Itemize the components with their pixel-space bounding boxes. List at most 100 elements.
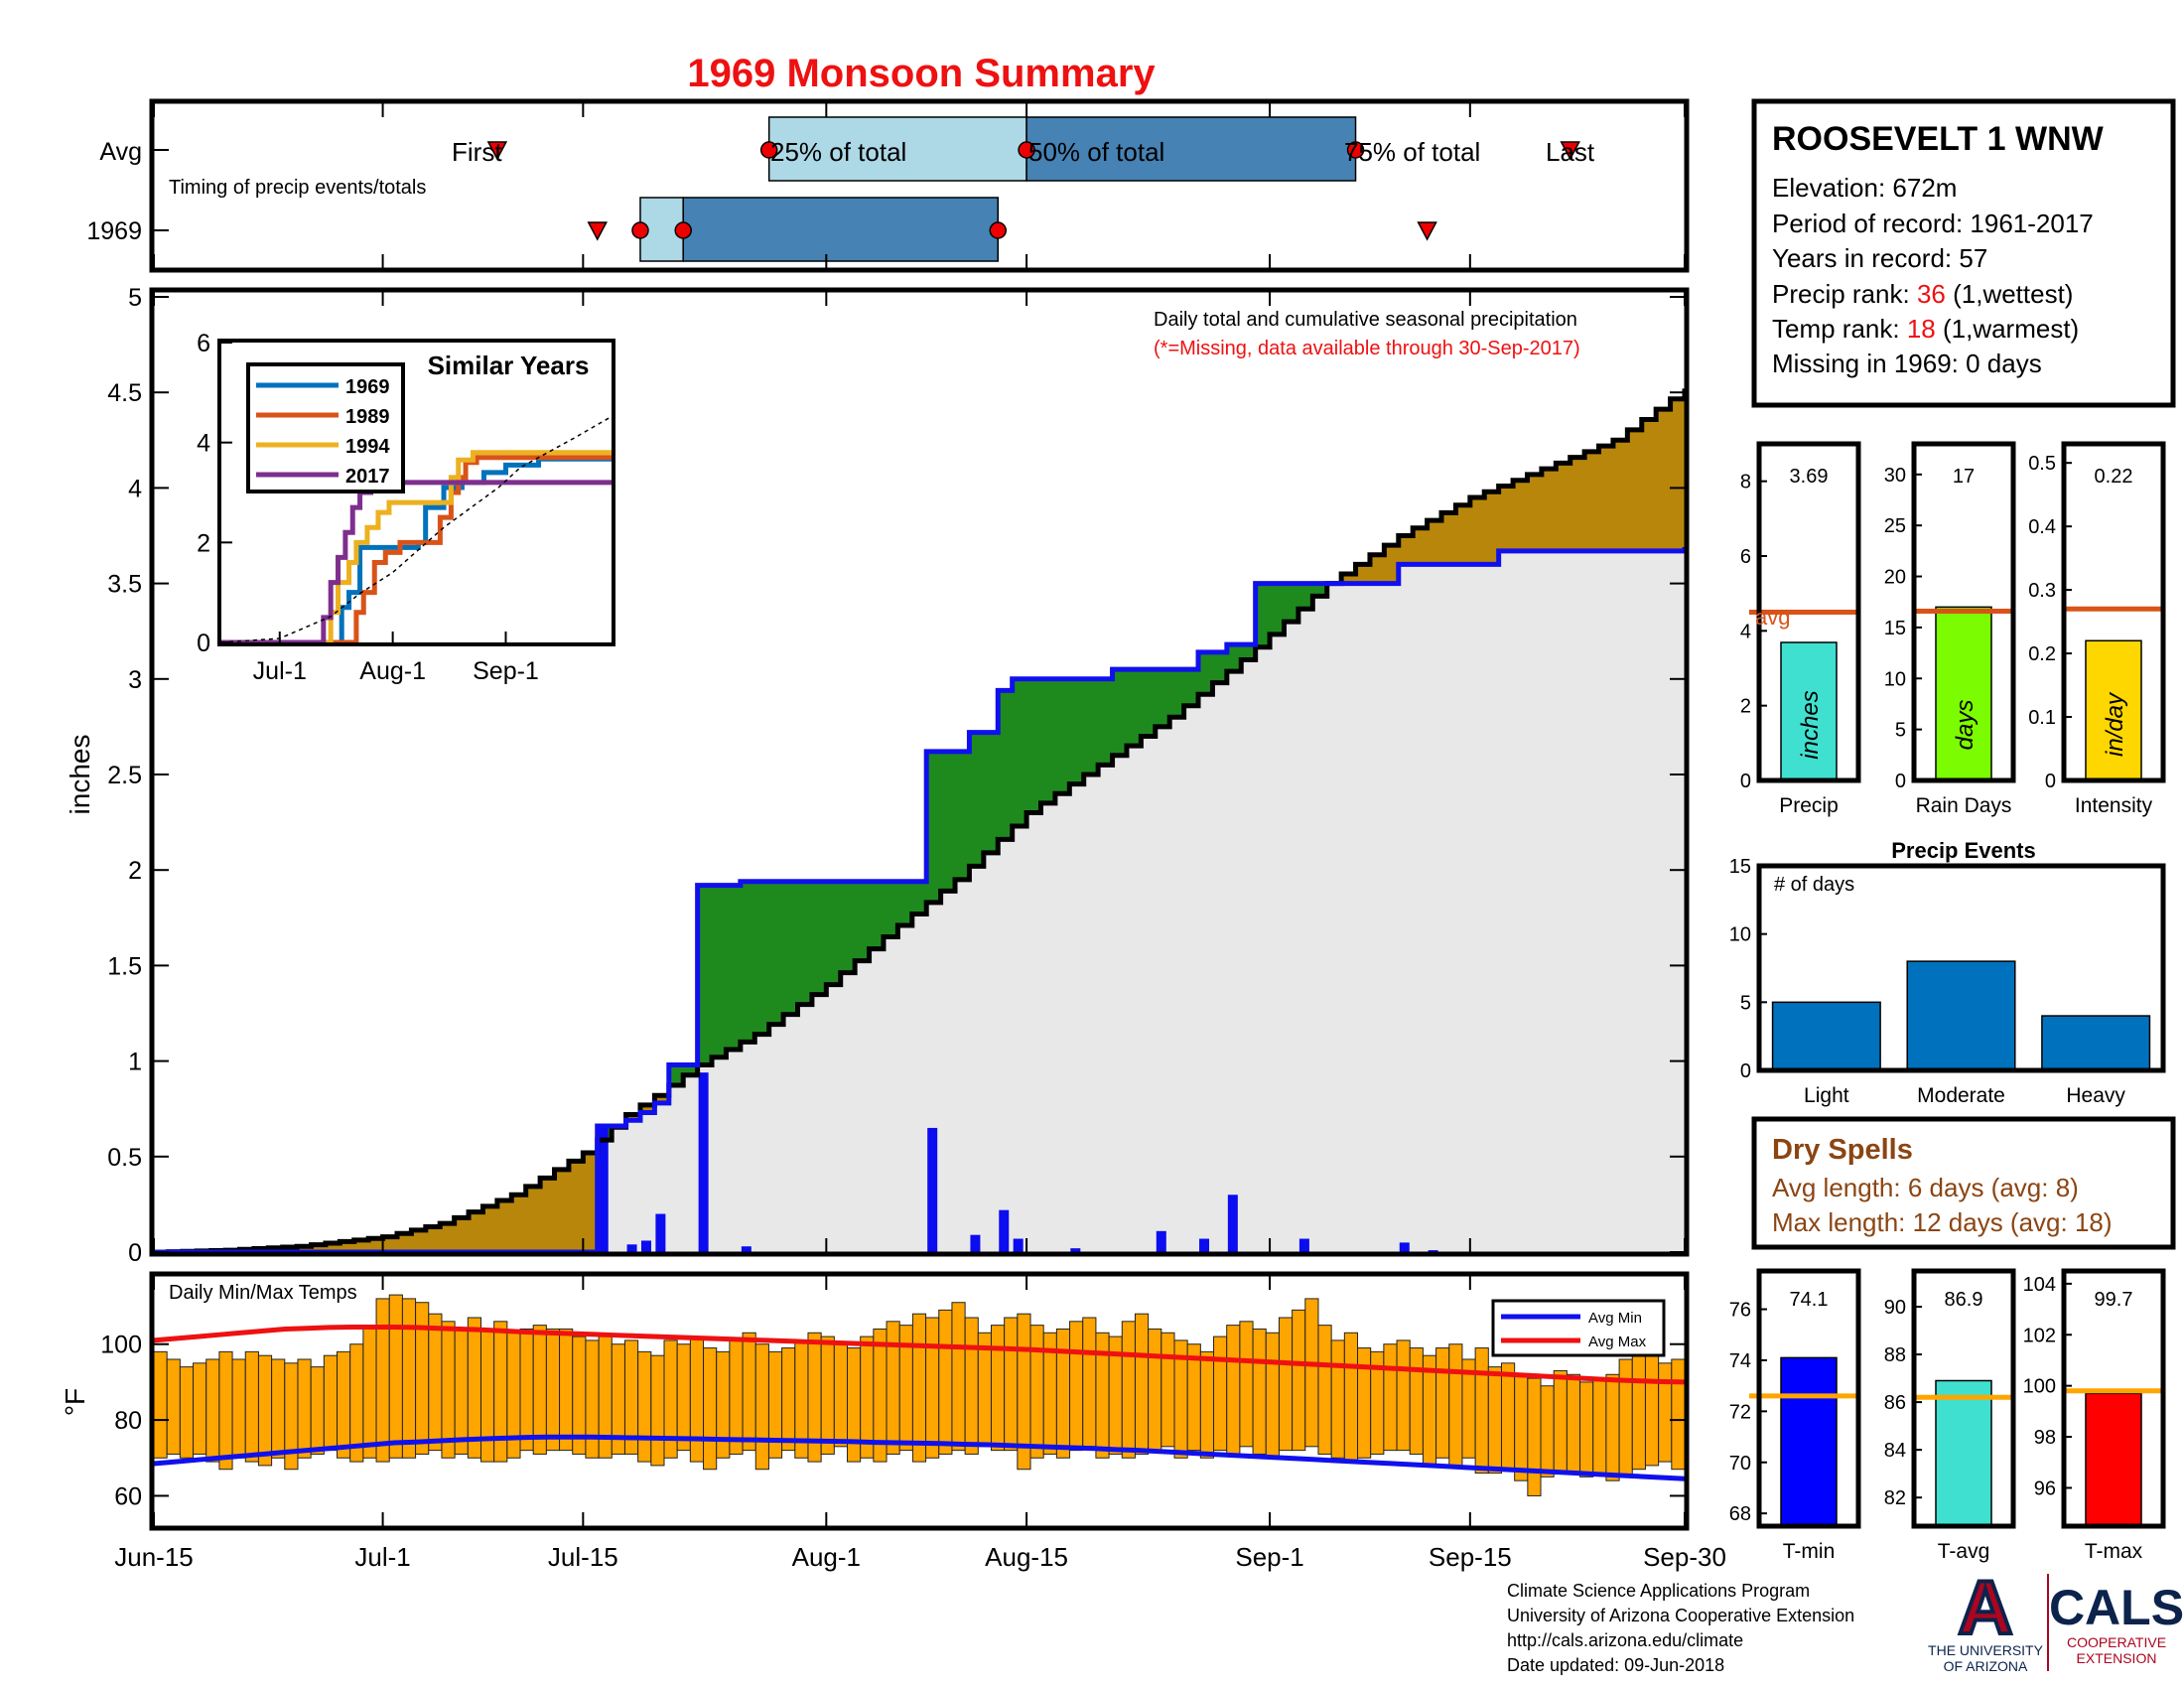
timing-caption: Timing of precip events/totals	[169, 177, 426, 199]
footer-line3: http://cals.arizona.edu/climate	[1507, 1630, 1743, 1650]
daily-temp-bar	[375, 1298, 390, 1463]
inset-average-line	[220, 415, 613, 643]
mini_raindays-tick-label: 30	[1884, 465, 1906, 487]
missing-note: (*=Missing, data available through 30-Se…	[1154, 338, 1580, 359]
temperature-panel: 60 80 100 Jun-15 Jul-1 Jul-15 Aug-1 Aug-15 Sep-1…	[60, 1271, 1726, 1572]
mini_tmax-bar	[2085, 1392, 2142, 1527]
precip-y-tick-label: 2	[128, 857, 142, 885]
ua-logo-letter: A	[1959, 1566, 2013, 1650]
mini-tavg-xlabel: T-avg	[1938, 1540, 1990, 1563]
timing-avg-box-late	[1025, 116, 1357, 182]
inset-y-tick-label: 6	[197, 330, 210, 357]
mini_tavg-tick-label: 90	[1884, 1297, 1906, 1319]
daily-temp-bar	[1055, 1328, 1071, 1459]
cals-logo-text2: EXTENSION	[2077, 1650, 2157, 1666]
daily-temp-bar	[1082, 1317, 1097, 1448]
mini-intensity-xlabel: Intensity	[2075, 794, 2153, 817]
dry-spells-title: Dry Spells	[1772, 1134, 1913, 1166]
station-elevation: Elevation: 672m	[1772, 173, 1957, 203]
timing-1969-p75-marker	[989, 221, 1008, 239]
mini_intensity-tick-label: 0	[2045, 771, 2056, 792]
timing-avg-p25-marker	[759, 141, 778, 159]
daily-temp-bar	[1330, 1339, 1345, 1459]
mini_raindays-tick-label: 15	[1884, 618, 1906, 639]
dry-spells-box: Dry Spells Avg length: 6 days (avg: 8) M…	[1751, 1116, 2176, 1250]
daily-precip-bar	[999, 1209, 1010, 1252]
daily-temp-bar	[754, 1343, 769, 1471]
mini_raindays-tick-label: 25	[1884, 515, 1906, 537]
daily-temp-bar	[1160, 1332, 1175, 1448]
daily-temp-bar	[1199, 1350, 1215, 1459]
daily-temp-bar	[676, 1343, 691, 1452]
mini-tavg-value: 86.9	[1945, 1289, 1983, 1311]
mini_tmax-tick-label: 98	[2034, 1427, 2056, 1449]
mini_tavg-frame	[1911, 1268, 2016, 1529]
inset-line-1994	[221, 450, 614, 645]
mini_tmin-frame	[1756, 1268, 1861, 1529]
events-tick-label: 10	[1729, 924, 1751, 946]
temp-label: Daily Min/Max Temps	[169, 1282, 357, 1304]
precip-y-tick-label: 0	[128, 1239, 142, 1267]
temp-legend-label-max: Avg Max	[1588, 1334, 1647, 1350]
mini_tmin-tick-label: 72	[1729, 1401, 1751, 1423]
events-xlabel-light: Light	[1804, 1084, 1849, 1107]
timing-p75-label: 75% of total	[1344, 137, 1480, 167]
daily-temp-bar	[297, 1358, 312, 1459]
precip-annotation: Daily total and cumulative seasonal prec…	[1154, 309, 1577, 331]
daily-precip-bars	[598, 1072, 1438, 1252]
daily-temp-bar	[337, 1350, 351, 1459]
station-missing: Missing in 1969: 0 days	[1772, 349, 2042, 378]
daily-temp-bar	[1252, 1328, 1267, 1455]
daily-temp-bar	[781, 1347, 796, 1452]
mini_tavg-tick-label: 86	[1884, 1392, 1906, 1414]
timing-p25-label: 25% of total	[770, 137, 906, 167]
daily-temp-bar	[388, 1294, 403, 1459]
precip-frame	[149, 287, 1690, 1257]
daily-temp-bar	[519, 1328, 534, 1452]
mini_raindays-tick-label: 20	[1884, 567, 1906, 589]
chart-title: 1969 Monsoon Summary	[687, 52, 1156, 95]
x-axis-date-label: Jun-15	[114, 1542, 194, 1572]
station-period: Period of record: 1961-2017	[1772, 209, 2094, 238]
temp-y-tick-label: 100	[100, 1332, 142, 1359]
mini_precip-bar	[1780, 641, 1838, 781]
daily-temp-bar	[362, 1328, 377, 1459]
events-tick-label: 5	[1740, 992, 1751, 1014]
mini_tmin-tick-label: 74	[1729, 1350, 1751, 1372]
daily-temp-bar	[847, 1347, 862, 1463]
station-name: ROOSEVELT 1 WNW	[1772, 120, 2105, 158]
precip-rank-value: 36	[1917, 279, 1946, 309]
temp-bars	[153, 1294, 1686, 1496]
daily-temp-bar	[1514, 1373, 1529, 1481]
temp-legend: Avg Min Avg Max	[1491, 1299, 1666, 1357]
station-frame	[1751, 98, 2176, 408]
inset-legend-label-2017: 2017	[345, 466, 390, 488]
timing-1969-p50-marker	[674, 221, 692, 239]
events-bar-moderate	[1906, 960, 2016, 1071]
mini-tmax-xlabel: T-max	[2085, 1540, 2143, 1563]
mini_raindays-tick-label: 5	[1895, 720, 1906, 742]
precip-y-tick-label: 3.5	[107, 571, 142, 599]
mini_intensity-tick-label: 0.4	[2028, 516, 2056, 538]
daily-temp-bar	[833, 1343, 849, 1448]
daily-temp-bar	[820, 1336, 835, 1455]
footer-line4: Date updated: 09-Jun-2018	[1507, 1655, 1724, 1675]
daily-temp-bar	[1474, 1347, 1489, 1475]
mini_precip-tick-label: 6	[1740, 546, 1751, 568]
mini_tavg-tick-label: 84	[1884, 1440, 1906, 1462]
temp-axes: 60 80 100 Jun-15 Jul-1 Jul-15 Aug-1 Aug-15 Sep-1…	[100, 1276, 1726, 1572]
daily-temp-bar	[1148, 1328, 1162, 1452]
daily-precip-bar	[741, 1246, 751, 1252]
inset-y-tick-label: 2	[197, 529, 210, 557]
inset-x-tick-label: Jul-1	[253, 657, 307, 685]
ua-logo-text1: THE UNIVERSITY	[1928, 1642, 2044, 1658]
events-title: Precip Events	[1891, 838, 2036, 863]
timing-p50-label: 50% of total	[1028, 137, 1164, 167]
mini-tmin-xlabel: T-min	[1783, 1540, 1836, 1563]
daily-temp-bar	[1644, 1354, 1660, 1467]
inset-axes: 0 2 4 6 Jul-1 Aug-1 Sep-1	[197, 330, 539, 685]
daily-precip-bar	[598, 1126, 609, 1252]
temp-frame	[149, 1271, 1690, 1531]
daily-temp-bar	[650, 1354, 665, 1467]
mini-precip-xlabel: Precip	[1779, 794, 1839, 817]
